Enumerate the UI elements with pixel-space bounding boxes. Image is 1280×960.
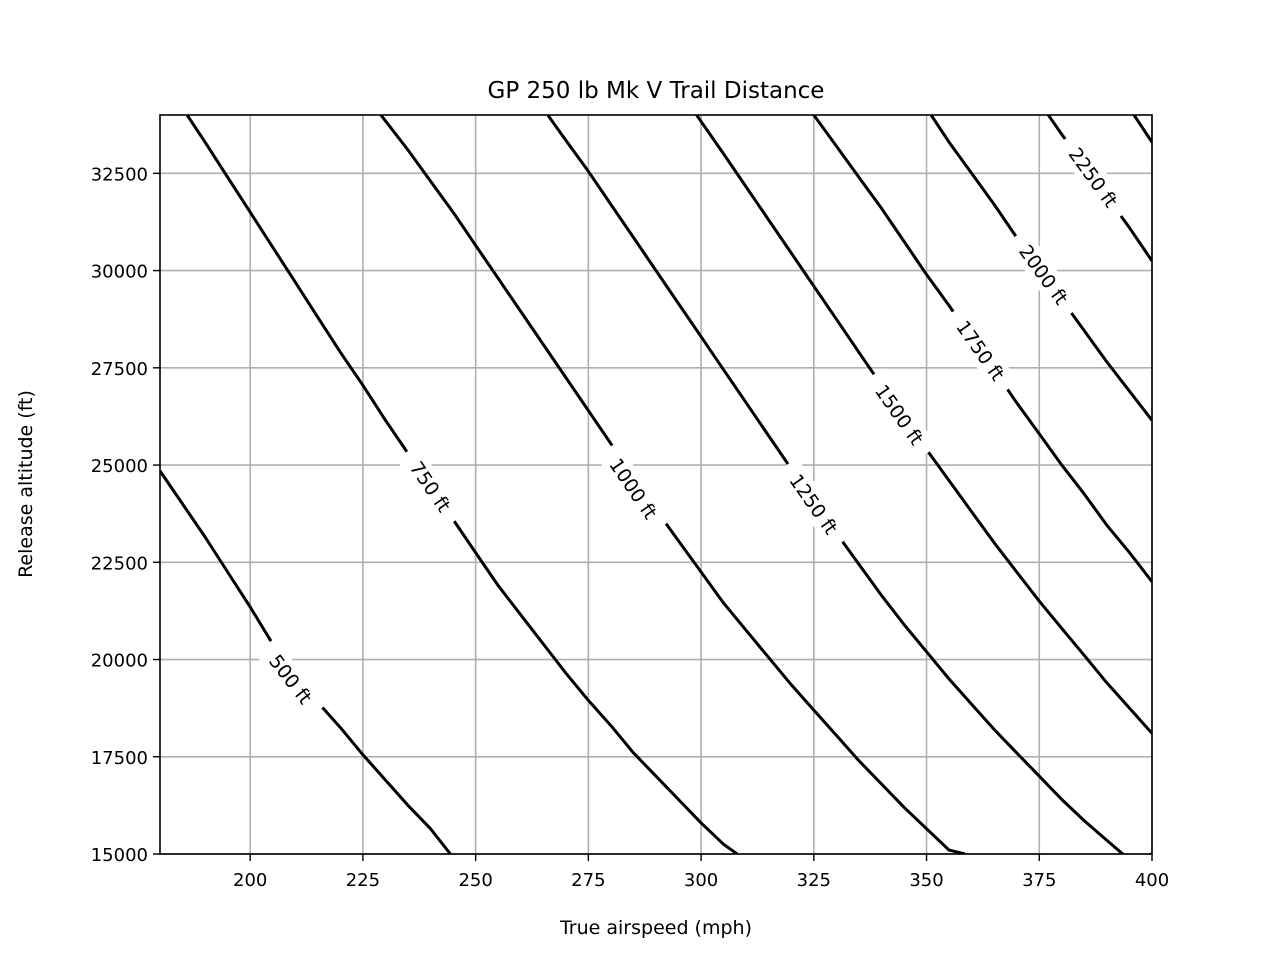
- contour-label-gap: [775, 457, 852, 551]
- contour-label-gap: [1005, 228, 1083, 321]
- x-tick-label: 400: [1135, 870, 1169, 891]
- chart-title: GP 250 lb Mk V Trail Distance: [488, 78, 825, 104]
- contour-line: [1132, 115, 1152, 144]
- plot-frame: [159, 114, 1153, 855]
- y-tick-label: 20000: [91, 651, 148, 672]
- contour-line: [185, 115, 739, 854]
- grid-lines: [160, 115, 1153, 855]
- contour-lines: [160, 115, 1152, 854]
- y-tick-label: 32500: [91, 164, 148, 185]
- x-tick-label: 375: [1022, 870, 1056, 891]
- contour-label-gap: [942, 303, 1019, 397]
- x-tick-label: 300: [684, 870, 718, 891]
- contour-label-gap: [396, 444, 465, 529]
- y-tick-label: 25000: [91, 456, 148, 477]
- x-tick-label: 250: [458, 870, 492, 891]
- y-tick-label: 27500: [91, 359, 148, 380]
- contour-label-gap: [595, 441, 671, 535]
- x-tick-label: 350: [909, 870, 943, 891]
- x-tick-label: 325: [797, 870, 831, 891]
- contour-label-gap: [1054, 131, 1132, 224]
- y-tick-label: 15000: [91, 845, 148, 866]
- contour-line: [546, 115, 1152, 854]
- y-axis-label: Release altitude (ft): [15, 390, 37, 578]
- y-tick-label: 17500: [91, 748, 148, 769]
- contour-line: [160, 470, 452, 854]
- contour-line: [695, 115, 1152, 735]
- contour-line: [379, 115, 966, 854]
- x-tick-label: 225: [346, 870, 380, 891]
- x-tick-label: 275: [571, 870, 605, 891]
- y-axis-ticks: 15000 17500 20000 22500 25000 27500 30000 32500: [91, 164, 160, 866]
- x-axis-ticks: 200 225 250 275 300 325 350 375 400: [233, 854, 1169, 891]
- contour-label-gap: [254, 637, 327, 721]
- x-axis-label: True airspeed (mph): [559, 917, 752, 939]
- y-tick-label: 22500: [91, 553, 148, 574]
- x-tick-label: 200: [233, 870, 267, 891]
- y-tick-label: 30000: [91, 262, 148, 283]
- contour-label-gap: [861, 368, 938, 461]
